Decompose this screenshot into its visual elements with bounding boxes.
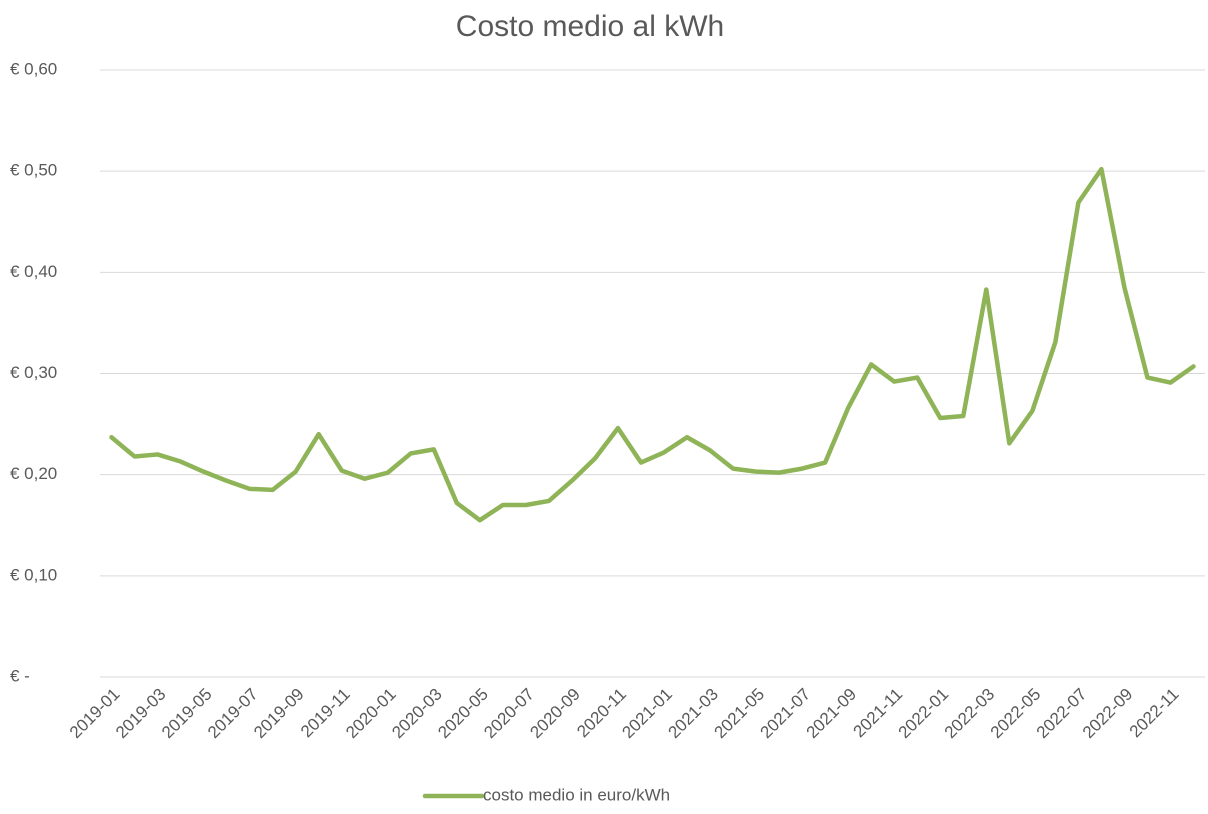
y-tick-label: € 0,30	[10, 363, 57, 382]
legend-label: costo medio in euro/kWh	[483, 785, 670, 804]
x-tick-label: 2021-09	[803, 685, 861, 743]
x-tick-label: 2020-07	[480, 685, 538, 743]
chart-title: Costo medio al kWh	[456, 10, 724, 43]
y-tick-label: € 0,20	[10, 464, 57, 483]
y-tick-label: € 0,10	[10, 565, 57, 584]
y-tick-label: € 0,40	[10, 262, 57, 281]
y-tick-label: € -	[10, 666, 30, 685]
x-tick-label: 2020-05	[434, 685, 492, 743]
y-tick-label: € 0,60	[10, 59, 57, 78]
x-tick-label: 2020-01	[342, 685, 400, 743]
x-tick-label: 2019-09	[250, 685, 308, 743]
x-tick-label: 2022-03	[941, 685, 999, 743]
data-line	[109, 166, 1196, 523]
x-tick-label: 2019-01	[66, 685, 124, 743]
x-tick-label: 2022-01	[895, 685, 953, 743]
x-tick-label: 2021-03	[664, 685, 722, 743]
x-tick-label: 2022-07	[1033, 685, 1091, 743]
x-tick-label: 2020-09	[526, 685, 584, 743]
x-tick-label: 2019-03	[112, 685, 170, 743]
x-tick-label: 2021-07	[757, 685, 815, 743]
y-tick-label: € 0,50	[10, 161, 57, 180]
x-tick-label: 2021-01	[618, 685, 676, 743]
x-tick-label: 2022-11	[1126, 685, 1183, 742]
x-tick-label: 2020-03	[388, 685, 446, 743]
x-tick-label: 2022-09	[1079, 685, 1137, 743]
x-tick-label: 2021-05	[711, 685, 769, 743]
x-tick-label: 2022-05	[987, 685, 1045, 743]
x-tick-label: 2019-05	[158, 685, 216, 743]
x-tick-label: 2019-07	[204, 685, 262, 743]
